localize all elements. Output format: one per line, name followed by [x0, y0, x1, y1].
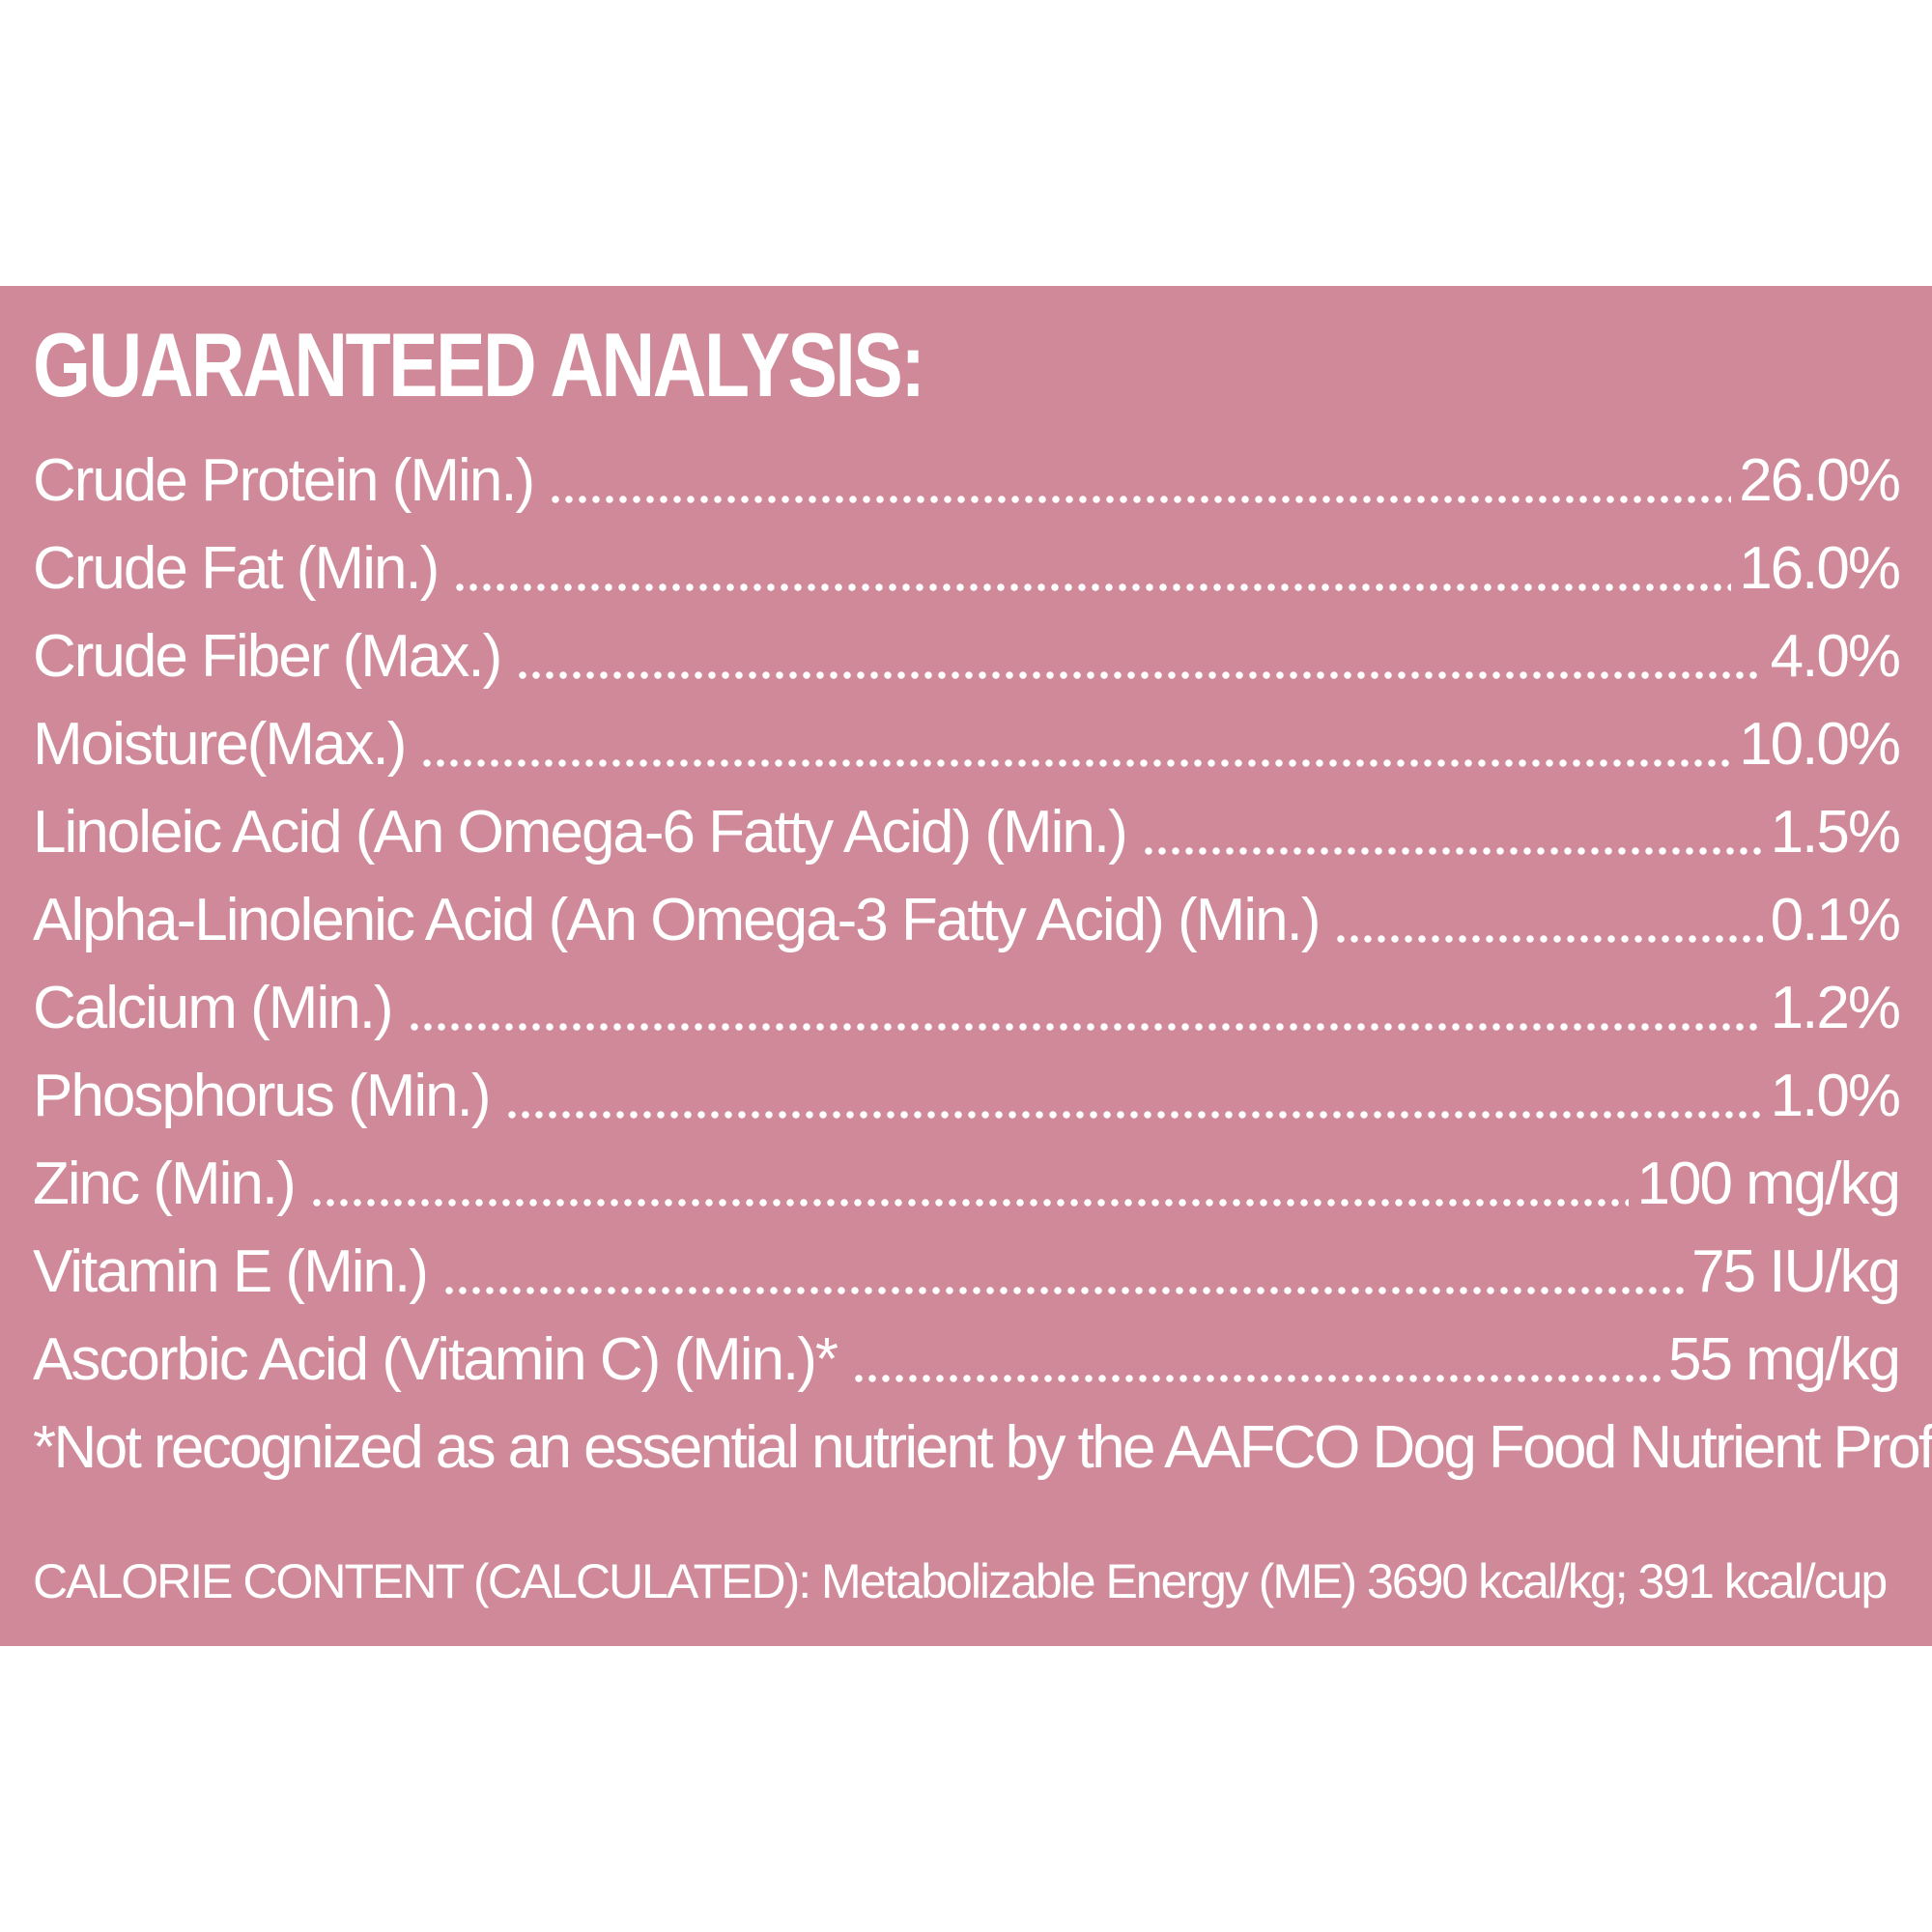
row-label: Phosphorus (Min.) — [33, 1063, 492, 1129]
analysis-row-crude-fat: Crude Fat (Min.) 16.0% — [33, 525, 1899, 612]
analysis-row-crude-protein: Crude Protein (Min.) 26.0% — [33, 437, 1899, 525]
dot-leader — [852, 1373, 1661, 1383]
row-label: Ascorbic Acid (Vitamin C) (Min.)* — [33, 1326, 838, 1393]
row-label: Calcium (Min.) — [33, 975, 394, 1041]
row-label: Alpha-Linolenic Acid (An Omega-3 Fatty A… — [33, 887, 1321, 953]
analysis-row-crude-fiber: Crude Fiber (Max.) 4.0% — [33, 612, 1899, 700]
dot-leader — [504, 1109, 1763, 1120]
row-label: Crude Fiber (Max.) — [33, 623, 502, 690]
row-label: Moisture(Max.) — [33, 711, 407, 778]
row-value: 75 IU/kg — [1691, 1238, 1899, 1305]
analysis-row-ascorbic-acid: Ascorbic Acid (Vitamin C) (Min.)* 55 mg/… — [33, 1316, 1899, 1404]
row-value: 16.0% — [1739, 535, 1899, 602]
analysis-row-alpha-linolenic-acid: Alpha-Linolenic Acid (An Omega-3 Fatty A… — [33, 876, 1899, 964]
row-value: 1.0% — [1770, 1063, 1899, 1129]
row-value: 1.5% — [1770, 799, 1899, 866]
dot-leader — [407, 1021, 1763, 1032]
dot-leader — [1141, 845, 1763, 856]
dot-leader — [453, 582, 1732, 592]
row-value: 4.0% — [1770, 623, 1899, 690]
calorie-content: CALORIE CONTENT (CALCULATED): Metaboliza… — [33, 1554, 1888, 1608]
row-label: Crude Fat (Min.) — [33, 535, 440, 602]
row-value: 55 mg/kg — [1667, 1326, 1899, 1393]
row-value: 100 mg/kg — [1636, 1151, 1899, 1217]
analysis-row-moisture: Moisture(Max.) 10.0% — [33, 700, 1899, 788]
guaranteed-analysis-panel: GUARANTEED ANALYSIS: Crude Protein (Min.… — [0, 286, 1932, 1646]
analysis-row-vitamin-e: Vitamin E (Min.) 75 IU/kg — [33, 1228, 1899, 1316]
row-label: Linoleic Acid (An Omega-6 Fatty Acid) (M… — [33, 799, 1128, 866]
row-value: 26.0% — [1739, 447, 1899, 514]
dot-leader — [309, 1197, 1630, 1208]
row-label: Zinc (Min.) — [33, 1151, 297, 1217]
footnote: *Not recognized as an essential nutrient… — [33, 1414, 1932, 1481]
analysis-row-linoleic-acid: Linoleic Acid (An Omega-6 Fatty Acid) (M… — [33, 788, 1899, 876]
dot-leader — [516, 669, 1763, 680]
row-value: 0.1% — [1770, 887, 1899, 953]
panel-title: GUARANTEED ANALYSIS: — [33, 314, 925, 415]
row-label: Crude Protein (Min.) — [33, 447, 535, 514]
analysis-row-zinc: Zinc (Min.) 100 mg/kg — [33, 1140, 1899, 1228]
analysis-row-calcium: Calcium (Min.) 1.2% — [33, 964, 1899, 1052]
row-label: Vitamin E (Min.) — [33, 1238, 429, 1305]
dot-leader — [1334, 933, 1763, 944]
row-value: 10.0% — [1739, 711, 1899, 778]
row-value: 1.2% — [1770, 975, 1899, 1041]
analysis-row-phosphorus: Phosphorus (Min.) 1.0% — [33, 1052, 1899, 1140]
dot-leader — [420, 757, 1732, 768]
dot-leader — [441, 1285, 1685, 1295]
dot-leader — [549, 494, 1732, 504]
analysis-table: Crude Protein (Min.) 26.0% Crude Fat (Mi… — [33, 437, 1899, 1404]
